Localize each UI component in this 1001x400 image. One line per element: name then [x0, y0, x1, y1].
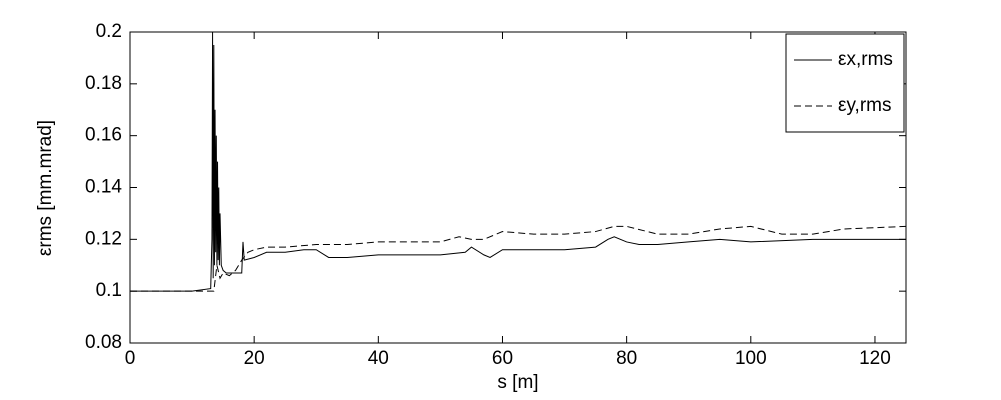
y-tick-label: 0.16 — [85, 125, 122, 146]
x-tick-label: 80 — [616, 348, 637, 369]
x-axis-label: s [m] — [497, 372, 538, 393]
plot-frame — [129, 31, 907, 344]
x-tick-label: 120 — [859, 348, 891, 369]
y-tick-label: 0.08 — [85, 332, 122, 353]
x-tick-label: 60 — [492, 348, 513, 369]
y-tick-label: 0.18 — [85, 73, 122, 94]
x-tick-label: 40 — [368, 348, 389, 369]
y-tick-label: 0.2 — [96, 21, 122, 42]
y-tick-label: 0.12 — [85, 228, 122, 249]
legend-box — [785, 33, 905, 133]
series-line — [130, 31, 906, 292]
legend-label: εx,rms — [838, 49, 893, 70]
y-tick-label: 0.1 — [96, 280, 122, 301]
x-tick-label: 20 — [244, 348, 265, 369]
legend-label: εy,rms — [838, 95, 892, 116]
x-tick-label: 100 — [735, 348, 767, 369]
x-tick-label: 0 — [125, 348, 136, 369]
series-line — [130, 225, 907, 292]
y-axis-label: εrms [mm.mrad] — [35, 120, 56, 256]
y-tick-label: 0.14 — [85, 177, 122, 198]
